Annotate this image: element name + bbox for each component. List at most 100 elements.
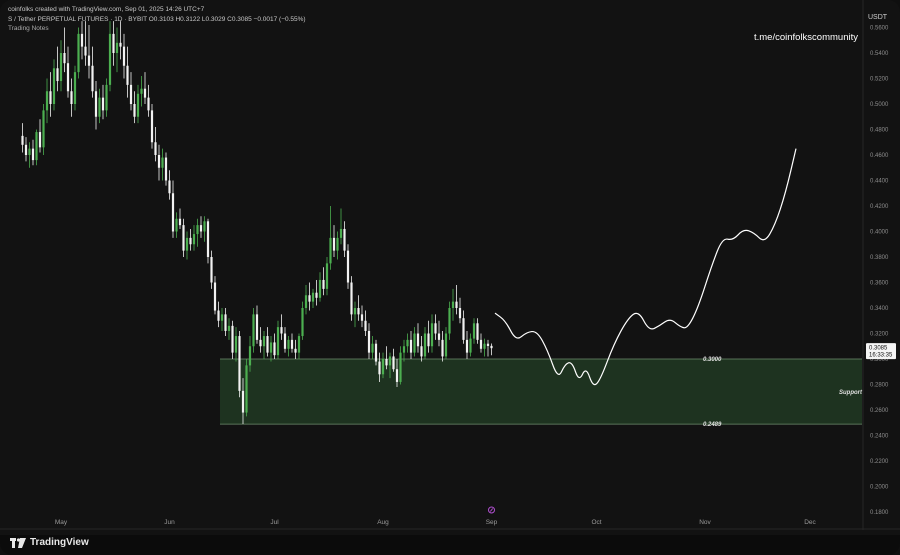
candle-body[interactable] xyxy=(231,325,234,353)
candle-body[interactable] xyxy=(262,336,266,347)
projection-path[interactable] xyxy=(494,148,797,386)
candle-body[interactable] xyxy=(290,339,294,349)
candle-body[interactable] xyxy=(392,356,395,370)
candle-body[interactable] xyxy=(276,327,280,356)
candle-body[interactable] xyxy=(346,250,350,283)
candle-body[interactable] xyxy=(42,110,45,148)
support-zone[interactable] xyxy=(220,359,862,425)
candle-body[interactable] xyxy=(112,33,115,53)
candle-body[interactable] xyxy=(444,333,448,357)
candle-body[interactable] xyxy=(245,365,248,413)
candle-body[interactable] xyxy=(119,42,122,47)
candle-body[interactable] xyxy=(322,279,325,289)
candle-body[interactable] xyxy=(175,218,178,232)
candle-body[interactable] xyxy=(378,361,381,375)
candle-body[interactable] xyxy=(157,155,161,168)
candle-body[interactable] xyxy=(423,333,427,357)
candle-body[interactable] xyxy=(476,323,479,340)
candle-body[interactable] xyxy=(154,142,157,155)
candle-body[interactable] xyxy=(353,308,357,315)
candle-body[interactable] xyxy=(70,91,73,104)
candle-body[interactable] xyxy=(105,84,108,111)
candle-body[interactable] xyxy=(94,91,98,117)
candle-body[interactable] xyxy=(196,225,199,235)
candle-body[interactable] xyxy=(462,318,465,340)
candle-body[interactable] xyxy=(259,339,262,347)
candle-body[interactable] xyxy=(210,257,213,283)
candle-body[interactable] xyxy=(360,314,364,321)
event-marker-icon[interactable] xyxy=(488,506,495,514)
candle-body[interactable] xyxy=(192,234,196,245)
candle-body[interactable] xyxy=(465,339,469,353)
trading-notes-label[interactable]: Trading Notes xyxy=(8,25,49,32)
candle-body[interactable] xyxy=(203,221,206,232)
candle-body[interactable] xyxy=(479,339,483,349)
candle-body[interactable] xyxy=(178,218,182,226)
candle-body[interactable] xyxy=(350,282,353,315)
candle-body[interactable] xyxy=(406,339,409,347)
candle-body[interactable] xyxy=(315,292,318,298)
candle-body[interactable] xyxy=(455,301,458,308)
tradingview-logo[interactable]: TradingView xyxy=(10,537,89,548)
candle-body[interactable] xyxy=(437,333,441,340)
candle-body[interactable] xyxy=(451,301,455,308)
candle-body[interactable] xyxy=(98,97,101,117)
candle-body[interactable] xyxy=(73,72,77,104)
candle-body[interactable] xyxy=(269,342,273,353)
candle-body[interactable] xyxy=(206,221,210,257)
candle-body[interactable] xyxy=(255,314,259,340)
candle-body[interactable] xyxy=(252,314,255,347)
candle-body[interactable] xyxy=(143,88,147,98)
candle-body[interactable] xyxy=(427,333,430,347)
candle-body[interactable] xyxy=(101,97,105,111)
candle-body[interactable] xyxy=(371,343,374,353)
candle-body[interactable] xyxy=(336,237,339,251)
candle-body[interactable] xyxy=(91,65,94,92)
candle-body[interactable] xyxy=(367,330,371,353)
candle-body[interactable] xyxy=(413,333,416,353)
candle-body[interactable] xyxy=(388,356,392,366)
candle-body[interactable] xyxy=(374,343,378,362)
candle-body[interactable] xyxy=(325,263,329,289)
candle-body[interactable] xyxy=(59,53,63,82)
candle-body[interactable] xyxy=(122,46,126,66)
candle-body[interactable] xyxy=(287,339,290,349)
candle-body[interactable] xyxy=(332,237,336,251)
candle-body[interactable] xyxy=(87,55,91,66)
candle-body[interactable] xyxy=(31,148,35,161)
candle-body[interactable] xyxy=(84,46,87,56)
candle-body[interactable] xyxy=(52,68,56,104)
candle-body[interactable] xyxy=(234,336,238,353)
candle-body[interactable] xyxy=(164,157,168,181)
candle-body[interactable] xyxy=(311,292,315,302)
candle-body[interactable] xyxy=(140,88,143,94)
candle-body[interactable] xyxy=(364,320,367,331)
candle-body[interactable] xyxy=(182,225,185,251)
candle-body[interactable] xyxy=(430,323,434,347)
candle-body[interactable] xyxy=(241,390,245,413)
candle-body[interactable] xyxy=(248,346,252,366)
candle-body[interactable] xyxy=(308,295,311,302)
candle-body[interactable] xyxy=(385,359,388,366)
candle-body[interactable] xyxy=(168,180,171,194)
candle-body[interactable] xyxy=(339,228,343,238)
candle-body[interactable] xyxy=(171,193,175,232)
candle-body[interactable] xyxy=(486,343,490,346)
candle-body[interactable] xyxy=(402,346,406,353)
candle-body[interactable] xyxy=(304,295,308,308)
candle-body[interactable] xyxy=(220,314,224,321)
candle-body[interactable] xyxy=(161,157,164,168)
candle-body[interactable] xyxy=(24,144,28,155)
candle-body[interactable] xyxy=(63,53,66,64)
candle-body[interactable] xyxy=(108,33,112,85)
candle-body[interactable] xyxy=(147,97,150,111)
candle-body[interactable] xyxy=(280,327,283,334)
candle-body[interactable] xyxy=(238,336,241,391)
candle-body[interactable] xyxy=(136,93,140,117)
candle-body[interactable] xyxy=(441,339,444,357)
currency-label[interactable]: USDT xyxy=(868,14,888,21)
candle-body[interactable] xyxy=(395,369,399,382)
candle-body[interactable] xyxy=(416,333,420,347)
candle-body[interactable] xyxy=(80,33,84,47)
